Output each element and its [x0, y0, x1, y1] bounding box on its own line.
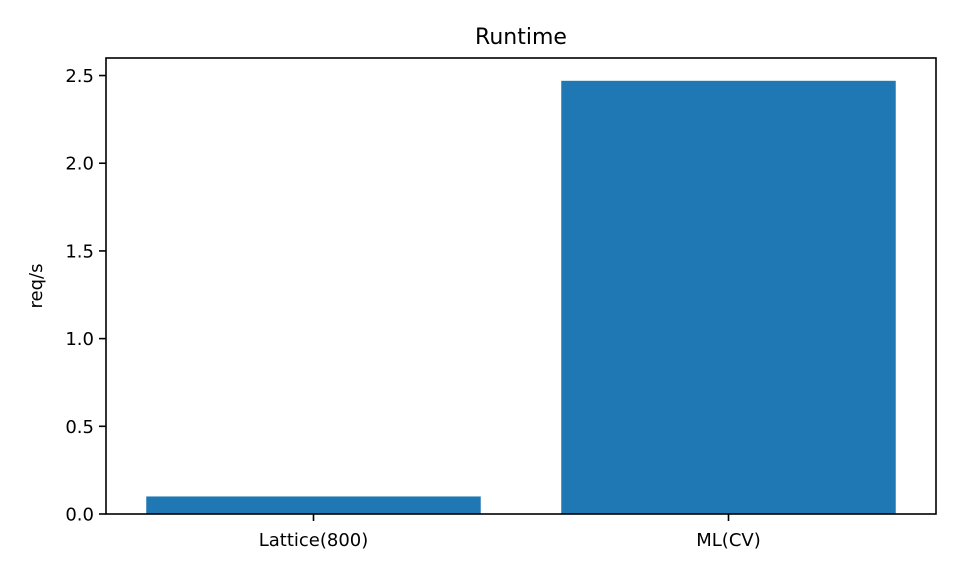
- y-tick-label-0: 0.0: [65, 505, 94, 526]
- x-tick-label-0: Lattice(800): [259, 530, 369, 551]
- y-tick-label-3: 1.5: [65, 241, 94, 262]
- x-tick-label-1: ML(CV): [696, 530, 761, 551]
- plot-area: 0.0 0.5 1.0 1.5 2.0 2.5 Lattice(800) ML(CV): [65, 57, 937, 551]
- bar-1: [561, 80, 896, 515]
- chart-title: Runtime: [475, 25, 567, 50]
- bar-0: [146, 496, 481, 514]
- y-tick-label-1: 0.5: [65, 417, 94, 438]
- y-tick-label-4: 2.0: [65, 154, 94, 175]
- y-tick-label-5: 2.5: [65, 66, 94, 87]
- y-axis-label: req/s: [26, 264, 47, 309]
- y-tick-label-2: 1.0: [65, 329, 94, 350]
- axes-frame: [105, 57, 937, 515]
